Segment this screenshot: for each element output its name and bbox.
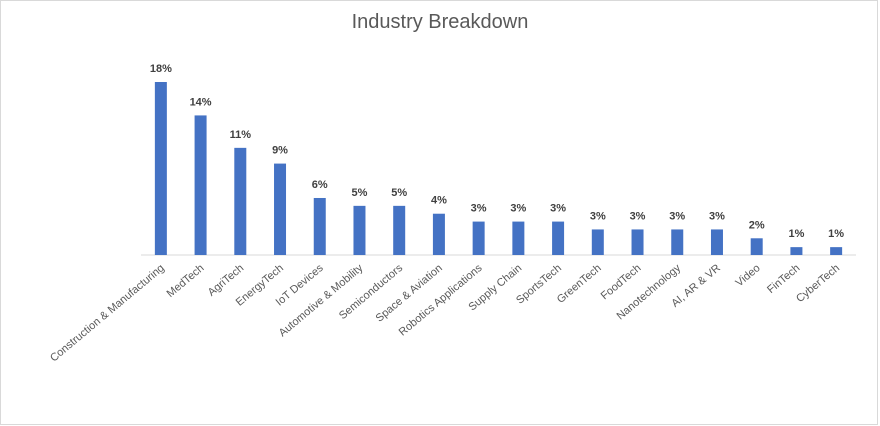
value-label: 3% [709,210,725,222]
bar [512,221,525,255]
value-label: 9% [272,145,288,157]
bar [552,221,565,255]
bar [154,82,167,255]
bar [194,115,207,255]
value-label: 11% [230,129,252,141]
bar [353,205,366,255]
bar [432,213,445,255]
bar [790,247,803,255]
bar [313,197,326,255]
value-label: 5% [352,187,368,199]
bar [710,229,723,255]
bar [274,163,287,255]
bar [393,205,406,255]
chart-title: Industry Breakdown [352,11,529,33]
value-label: 3% [510,203,526,215]
bar [234,147,247,255]
value-label: 18% [150,63,172,75]
value-label: 3% [669,210,685,222]
value-label: 3% [590,210,606,222]
value-label: 2% [749,219,765,231]
value-label: 3% [630,210,646,222]
bar [591,229,604,255]
bar [671,229,684,255]
bar [830,247,843,255]
bar [750,238,763,255]
bar [472,221,485,255]
bar [631,229,644,255]
value-label: 3% [471,203,487,215]
value-label: 1% [828,228,844,240]
value-label: 4% [431,195,447,207]
value-label: 1% [788,228,804,240]
value-label: 5% [391,187,407,199]
value-label: 14% [190,96,212,108]
value-label: 3% [550,203,566,215]
value-label: 6% [312,179,328,191]
